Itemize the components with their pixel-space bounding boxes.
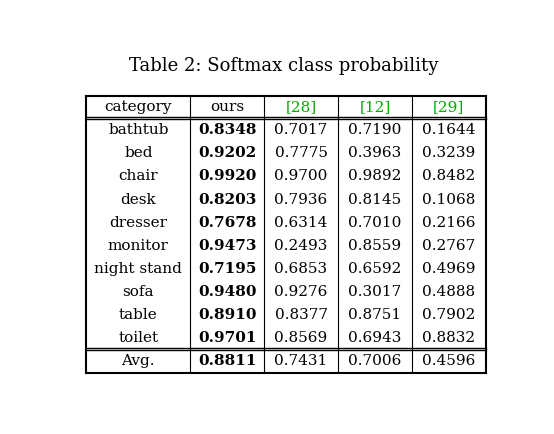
Text: 0.7010: 0.7010: [348, 216, 402, 230]
Text: 0.8910: 0.8910: [198, 308, 257, 322]
Text: 0.8559: 0.8559: [348, 239, 402, 253]
Text: 0.3239: 0.3239: [422, 146, 475, 160]
Text: 0.9700: 0.9700: [274, 169, 328, 184]
Text: 0.6943: 0.6943: [348, 331, 402, 345]
Text: [29]: [29]: [433, 100, 464, 114]
Text: [28]: [28]: [285, 100, 316, 114]
Text: 0.8348: 0.8348: [198, 123, 257, 137]
Text: 0.2767: 0.2767: [422, 239, 475, 253]
Text: table: table: [119, 308, 158, 322]
Text: Avg.: Avg.: [121, 354, 155, 368]
Text: monitor: monitor: [108, 239, 169, 253]
Text: 0.6853: 0.6853: [274, 262, 327, 276]
Text: ours: ours: [210, 100, 244, 114]
Text: 0.4969: 0.4969: [422, 262, 475, 276]
Text: bathtub: bathtub: [108, 123, 168, 137]
Text: 0.8751: 0.8751: [348, 308, 402, 322]
Text: 0.6592: 0.6592: [348, 262, 402, 276]
Text: 0.1068: 0.1068: [422, 193, 475, 207]
Text: bed: bed: [124, 146, 152, 160]
Text: 0.9920: 0.9920: [198, 169, 257, 184]
Text: night stand: night stand: [94, 262, 182, 276]
Text: 0.4596: 0.4596: [422, 354, 475, 368]
Text: 0.7936: 0.7936: [274, 193, 327, 207]
Text: 0.1644: 0.1644: [422, 123, 475, 137]
Text: 0.7431: 0.7431: [274, 354, 327, 368]
Text: 0.6314: 0.6314: [274, 216, 328, 230]
Text: 0.8377: 0.8377: [275, 308, 327, 322]
Text: 0.8832: 0.8832: [422, 331, 475, 345]
Text: 0.3017: 0.3017: [348, 285, 402, 299]
Text: dresser: dresser: [109, 216, 167, 230]
Text: 0.7775: 0.7775: [275, 146, 327, 160]
Text: 0.7190: 0.7190: [348, 123, 402, 137]
Text: 0.2493: 0.2493: [274, 239, 328, 253]
Text: 0.7017: 0.7017: [274, 123, 327, 137]
Text: 0.2166: 0.2166: [422, 216, 475, 230]
Text: 0.9202: 0.9202: [198, 146, 257, 160]
Text: 0.4888: 0.4888: [422, 285, 475, 299]
Text: 0.8482: 0.8482: [422, 169, 475, 184]
Text: 0.8203: 0.8203: [198, 193, 257, 207]
Text: toilet: toilet: [118, 331, 158, 345]
Text: 0.9473: 0.9473: [198, 239, 257, 253]
Text: 0.8811: 0.8811: [198, 354, 257, 368]
Text: 0.9701: 0.9701: [198, 331, 257, 345]
Text: Table 2: Softmax class probability: Table 2: Softmax class probability: [129, 57, 439, 76]
Text: 0.9276: 0.9276: [274, 285, 328, 299]
Text: desk: desk: [120, 193, 156, 207]
Text: 0.8145: 0.8145: [348, 193, 402, 207]
Text: 0.7195: 0.7195: [198, 262, 257, 276]
Text: 0.7902: 0.7902: [422, 308, 475, 322]
Text: 0.9892: 0.9892: [348, 169, 402, 184]
Text: category: category: [105, 100, 172, 114]
Text: 0.7678: 0.7678: [198, 216, 257, 230]
Text: chair: chair: [119, 169, 158, 184]
Text: 0.3963: 0.3963: [348, 146, 402, 160]
Text: sofa: sofa: [122, 285, 154, 299]
Text: 0.9480: 0.9480: [198, 285, 257, 299]
Text: 0.8569: 0.8569: [274, 331, 327, 345]
Text: [12]: [12]: [360, 100, 391, 114]
Text: 0.7006: 0.7006: [348, 354, 402, 368]
